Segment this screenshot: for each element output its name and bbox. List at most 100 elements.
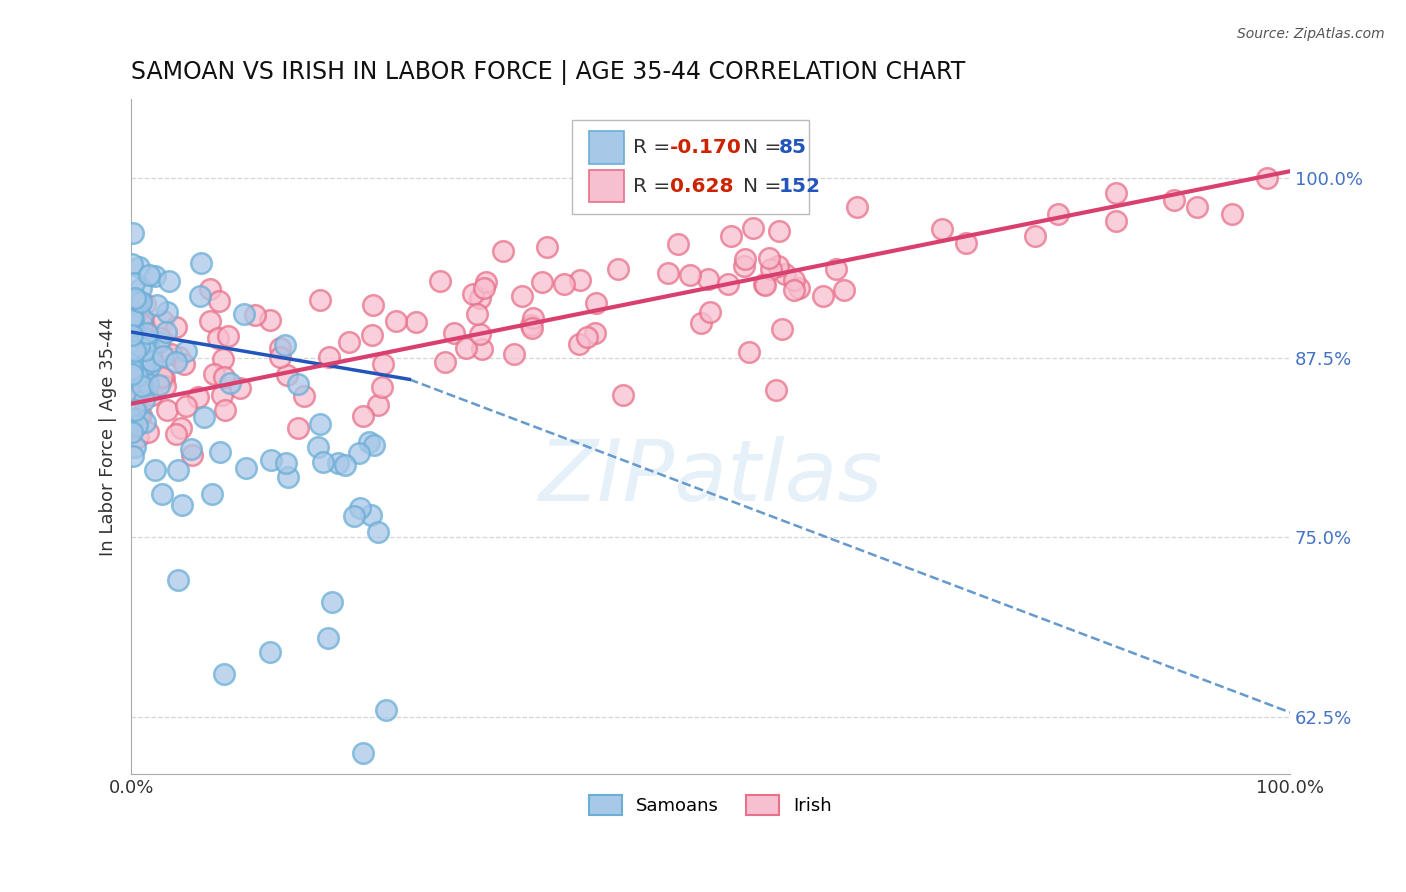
Point [134,415,156,429]
Point [201,487,224,501]
Point [219,376,242,390]
Point [128,260,150,274]
Point [153,379,176,393]
Point [121,257,143,271]
Text: N =: N = [744,138,787,157]
Point [181,448,204,462]
Point [754,277,776,292]
Point [159,347,181,361]
Point [127,430,149,444]
Point [212,351,235,366]
Point [180,442,202,456]
Point [699,305,721,319]
Point [569,273,592,287]
Point [211,387,233,401]
Point [122,311,145,326]
Point [198,313,221,327]
Point [121,353,143,368]
Point [228,380,250,394]
Point [352,409,374,424]
Point [212,666,235,681]
Point [770,322,793,336]
Point [153,371,176,385]
Point [235,461,257,475]
Point [132,356,155,370]
Point [931,221,953,235]
Point [132,392,155,407]
Point [783,283,806,297]
Point [121,335,143,350]
Point [349,500,371,515]
Point [337,335,360,350]
Point [125,328,148,343]
Point [121,387,143,401]
Text: 152: 152 [779,177,821,195]
Point [768,224,790,238]
Point [173,357,195,371]
Point [166,574,188,588]
Point [1256,171,1278,186]
Point [131,368,153,382]
Point [143,268,166,283]
Point [125,368,148,382]
Point [138,268,160,283]
Point [491,244,513,258]
Point [156,402,179,417]
Point [124,350,146,364]
Point [167,463,190,477]
Point [138,359,160,374]
Point [318,350,340,364]
Point [825,262,848,277]
Point [136,326,159,340]
Point [347,445,370,459]
Point [328,456,350,470]
Point [454,341,477,355]
Point [122,344,145,359]
Point [316,631,339,645]
Point [309,293,332,308]
Point [174,399,197,413]
Point [357,435,380,450]
Point [134,297,156,311]
Point [1105,214,1128,228]
Point [276,456,298,470]
Text: ZIP​atlas: ZIP​atlas [538,436,883,519]
Point [371,357,394,371]
Point [1220,207,1243,221]
Point [141,388,163,402]
Point [121,349,143,363]
Text: SAMOAN VS IRISH IN LABOR FORCE | AGE 35-44 CORRELATION CHART: SAMOAN VS IRISH IN LABOR FORCE | AGE 35-… [131,60,966,85]
Point [212,369,235,384]
Point [666,236,689,251]
Point [530,275,553,289]
Point [125,412,148,426]
Point [768,259,790,273]
Point [150,487,173,501]
Point [170,421,193,435]
Point [536,240,558,254]
Point [474,275,496,289]
Point [846,200,869,214]
Point [121,335,143,350]
Point [121,313,143,327]
Point [165,319,187,334]
Point [1024,228,1046,243]
Point [141,348,163,362]
Point [720,229,742,244]
Point [352,746,374,760]
Point [274,338,297,352]
Point [146,298,169,312]
Point [690,316,713,330]
Point [1187,200,1209,214]
Point [361,297,384,311]
Text: -0.170: -0.170 [671,138,742,157]
Point [259,313,281,327]
Point [127,366,149,380]
Point [124,440,146,454]
Point [696,272,718,286]
Point [148,335,170,350]
Point [148,377,170,392]
Point [127,356,149,370]
Point [121,412,143,426]
Point [127,329,149,343]
